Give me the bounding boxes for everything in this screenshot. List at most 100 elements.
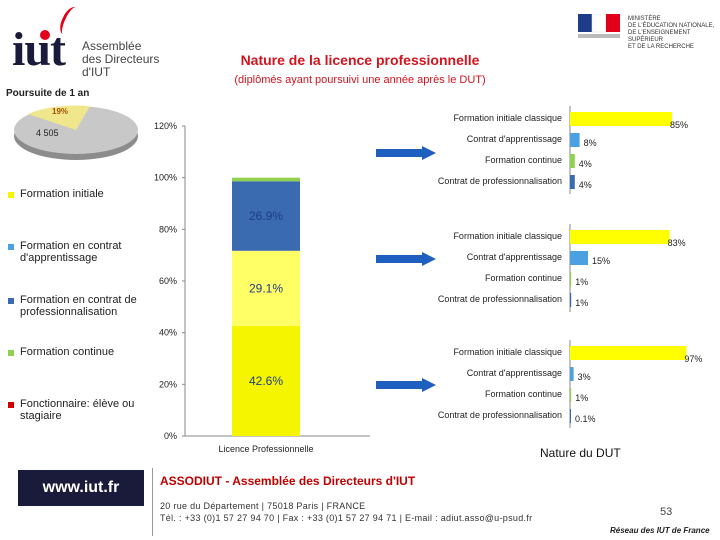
y-tick-label: 60%: [159, 276, 177, 286]
hbar-value-label: 1%: [575, 393, 588, 403]
footer-reseau: Réseau des IUT de France: [610, 526, 710, 535]
legend-swatch: [8, 350, 14, 356]
pie-chart: 19% 4 505: [14, 105, 138, 160]
footer-url-link[interactable]: www.iut.fr: [18, 470, 144, 506]
pie-label: 4 505: [36, 128, 59, 138]
hbar-bar: [570, 388, 572, 402]
legend-item: Formation continue: [8, 346, 158, 358]
page-number: 53: [660, 506, 673, 518]
legend-item: Fonctionnaire: élève ou stagiaire: [8, 398, 148, 422]
logo-line: d'IUT: [82, 65, 111, 79]
page-title: Nature de la licence professionnelle: [240, 52, 480, 68]
hbar-chart-middle: Formation initiale classique 83% Contrat d…: [438, 224, 686, 312]
hbar-value-label: 4%: [579, 159, 592, 169]
logo-text: Assemblée des Directeurs d'IUT: [82, 40, 159, 79]
legend-swatch: [8, 244, 14, 250]
stack-bar-segment: [232, 250, 300, 326]
logo-swoosh-icon: [56, 4, 83, 38]
ministry-line: ET DE LA RECHERCHE: [628, 44, 694, 50]
stack-bar-segment: [232, 177, 300, 182]
legend-swatch: [8, 402, 14, 408]
pie-title: Poursuite de 1 an: [6, 88, 90, 99]
dut-axis-label: Nature du DUT: [540, 446, 621, 460]
y-tick-label: 80%: [159, 224, 177, 234]
y-tick-label: 20%: [159, 379, 177, 389]
legend-swatch: [8, 192, 14, 198]
hbar-value-label: 85%: [670, 120, 688, 130]
page-subtitle: (diplômés ayant poursuivi une année aprè…: [234, 74, 486, 86]
ministry-line: DE L'ENSEIGNEMENT SUPÉRIEUR: [628, 30, 691, 43]
y-tick-label: 100%: [154, 173, 177, 183]
hbar-value-label: 8%: [584, 138, 597, 148]
legend-item: Formation en contrat d'apprentissage: [8, 240, 148, 264]
hbar-bar: [570, 272, 572, 286]
ministry-line: DE L'ÉDUCATION NATIONALE,: [628, 23, 715, 29]
legend-item: Formation en contrat de professionnalisa…: [8, 294, 158, 318]
footer-contact-line: Tél. : +33 (0)1 57 27 94 70 | Fax : +33 …: [160, 513, 533, 523]
hbar-chart-bottom: Formation initiale classique 97% Contrat d…: [438, 340, 702, 428]
arrow-right-icon: [376, 378, 436, 392]
hbar-bar: [570, 112, 672, 126]
hbar-category-label: Formation continue: [485, 155, 562, 165]
footer-org: ASSODIUT - Assemblée des Directeurs d'IU…: [160, 474, 416, 488]
arrow-right-icon: [376, 146, 436, 160]
legend-label: Formation continue: [20, 346, 115, 358]
logo-line: des Directeurs: [82, 52, 160, 66]
x-category-label: Licence Professionnelle: [218, 444, 313, 454]
hbar-bar: [570, 175, 575, 189]
legend-label: Formation en contrat de professionnalisa…: [20, 294, 137, 318]
hbar-value-label: 4%: [579, 180, 592, 190]
stack-bar-segment: [232, 181, 300, 251]
footer-address: 20 rue du Département | 75018 Paris | FR…: [160, 500, 532, 524]
hbar-bar: [570, 367, 574, 381]
hbar-category-label: Contrat de professionnalisation: [438, 176, 562, 186]
pie-slice-highlight: [28, 105, 90, 130]
hbar-category-label: Contrat de professionnalisation: [438, 294, 562, 304]
hbar-value-label: 83%: [668, 238, 686, 248]
stack-bar-label: 29.1%: [249, 281, 283, 295]
y-tick-label: 0%: [164, 431, 177, 441]
ministry-flag-icon: [578, 14, 620, 38]
hbar-bar: [570, 293, 572, 307]
stack-bar-segment: [232, 325, 300, 436]
hbar-bar: [570, 251, 588, 265]
hbar-category-label: Formation initiale classique: [453, 347, 562, 357]
legend-label: Formation initiale: [20, 188, 104, 200]
hbar-bar: [570, 346, 687, 360]
hbar-category-label: Contrat d'apprentissage: [467, 134, 562, 144]
footer-address-line: 20 rue du Département | 75018 Paris | FR…: [160, 501, 366, 511]
hbar-value-label: 1%: [575, 277, 588, 287]
arrow-right-icon: [376, 252, 436, 266]
stack-bar-label: 26.9%: [249, 209, 283, 223]
legend-label: Formation en contrat d'apprentissage: [20, 240, 122, 264]
hbar-chart-top: Formation initiale classique 85% Contrat d…: [438, 106, 688, 194]
footer-divider: [152, 468, 153, 536]
hbar-category-label: Formation initiale classique: [453, 113, 562, 123]
hbar-category-label: Formation continue: [485, 389, 562, 399]
hbar-value-label: 97%: [684, 354, 702, 364]
hbar-category-label: Contrat d'apprentissage: [467, 368, 562, 378]
legend-swatch: [8, 298, 14, 304]
logo-line: Assemblée: [82, 39, 142, 53]
logo-red-dot: [40, 30, 50, 40]
legend-label: Fonctionnaire: élève ou stagiaire: [20, 398, 135, 422]
hbar-bar: [570, 154, 575, 168]
ministry-line: MINISTÈRE: [628, 16, 661, 22]
legend-item: Formation initiale: [8, 188, 158, 200]
pie-label: 19%: [52, 107, 68, 116]
stack-bar-label: 42.6%: [249, 374, 283, 388]
y-tick-label: 40%: [159, 328, 177, 338]
iut-logo: iut: [12, 23, 66, 76]
hbar-bar: [570, 133, 580, 147]
hbar-value-label: 0.1%: [575, 414, 596, 424]
hbar-category-label: Contrat de professionnalisation: [438, 410, 562, 420]
hbar-bar: [570, 230, 670, 244]
hbar-category-label: Contrat d'apprentissage: [467, 252, 562, 262]
ministry-text: MINISTÈRE DE L'ÉDUCATION NATIONALE, DE L…: [628, 16, 720, 51]
hbar-category-label: Formation initiale classique: [453, 231, 562, 241]
hbar-value-label: 15%: [592, 256, 610, 266]
y-tick-label: 120%: [154, 121, 177, 131]
hbar-bar: [570, 409, 571, 423]
hbar-category-label: Formation continue: [485, 273, 562, 283]
hbar-value-label: 3%: [578, 372, 591, 382]
